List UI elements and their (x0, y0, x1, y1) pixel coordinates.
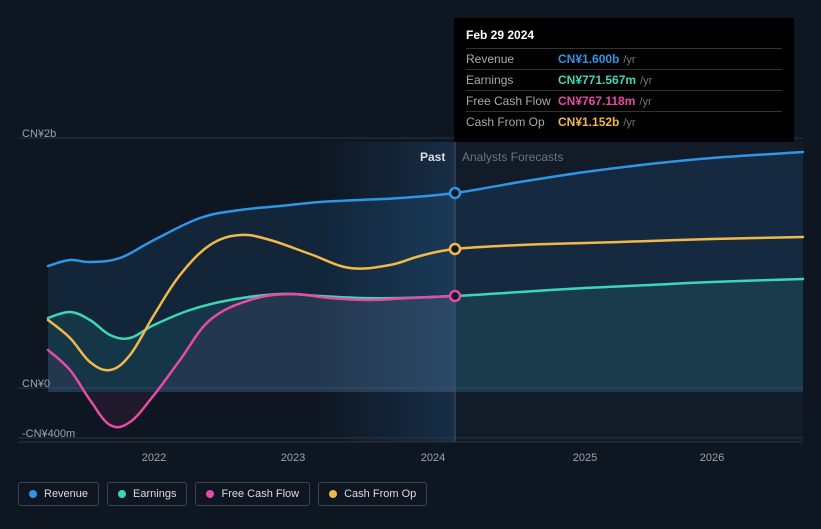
tooltip-unit: /yr (640, 75, 652, 87)
x-axis-label: 2026 (700, 452, 724, 464)
legend-item[interactable]: Free Cash Flow (195, 482, 310, 506)
chart-tooltip: Feb 29 2024 RevenueCN¥1.600b/yrEarningsC… (454, 18, 794, 142)
past-label: Past (420, 150, 445, 164)
legend-dot (118, 490, 126, 498)
x-axis-label: 2024 (421, 452, 445, 464)
tooltip-label: Revenue (466, 52, 558, 66)
tooltip-label: Cash From Op (466, 115, 558, 129)
x-axis-label: 2022 (142, 452, 166, 464)
tooltip-row: Cash From OpCN¥1.152b/yr (466, 111, 782, 132)
tooltip-value: CN¥1.152b (558, 115, 619, 129)
legend-label: Revenue (44, 488, 88, 500)
tooltip-row: EarningsCN¥771.567m/yr (466, 69, 782, 90)
y-axis-label: -CN¥400m (22, 428, 75, 440)
legend-dot (329, 490, 337, 498)
tooltip-value: CN¥1.600b (558, 52, 619, 66)
tooltip-label: Earnings (466, 73, 558, 87)
financial-chart: Past Analysts Forecasts CN¥2b CN¥0 -CN¥400… (0, 0, 821, 524)
tooltip-row: RevenueCN¥1.600b/yr (466, 48, 782, 69)
y-axis-label: CN¥0 (22, 378, 50, 390)
y-axis-label: CN¥2b (22, 128, 56, 140)
legend-label: Cash From Op (344, 488, 416, 500)
legend-label: Earnings (133, 488, 176, 500)
tooltip-unit: /yr (623, 117, 635, 129)
x-axis-label: 2023 (281, 452, 305, 464)
tooltip-unit: /yr (623, 54, 635, 66)
legend-dot (206, 490, 214, 498)
tooltip-row: Free Cash FlowCN¥767.118m/yr (466, 90, 782, 111)
tooltip-value: CN¥767.118m (558, 94, 635, 108)
x-axis-label: 2025 (573, 452, 597, 464)
legend-label: Free Cash Flow (221, 488, 299, 500)
chart-legend: Revenue Earnings Free Cash Flow Cash From O… (18, 482, 427, 506)
tooltip-unit: /yr (639, 96, 651, 108)
tooltip-value: CN¥771.567m (558, 73, 636, 87)
legend-dot (29, 490, 37, 498)
legend-item[interactable]: Earnings (107, 482, 187, 506)
legend-item[interactable]: Cash From Op (318, 482, 427, 506)
tooltip-date: Feb 29 2024 (466, 28, 782, 48)
tooltip-label: Free Cash Flow (466, 94, 558, 108)
forecast-label: Analysts Forecasts (462, 150, 563, 164)
legend-item[interactable]: Revenue (18, 482, 99, 506)
